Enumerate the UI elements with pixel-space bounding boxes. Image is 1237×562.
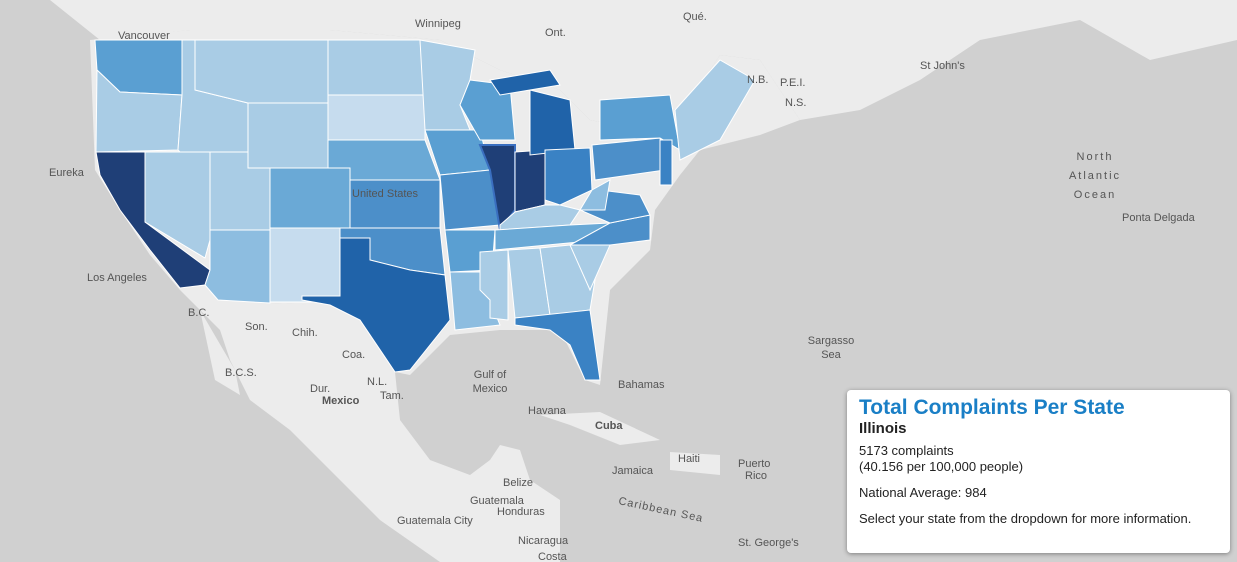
mexico-land xyxy=(180,290,560,562)
place-label: Son. xyxy=(245,321,268,333)
place-label: B.C.S. xyxy=(225,367,257,379)
panel-title: Total Complaints Per State xyxy=(859,396,1125,419)
place-label: Winnipeg xyxy=(415,18,461,30)
place-label: Honduras xyxy=(497,506,545,518)
state xyxy=(194,39,329,104)
place-label: N.S. xyxy=(785,97,806,109)
ocean-label: Atlantic xyxy=(1069,170,1121,182)
state xyxy=(204,229,271,304)
state xyxy=(269,167,351,229)
place-label: Los Angeles xyxy=(87,272,147,284)
state xyxy=(674,59,756,161)
place-label: Puerto xyxy=(738,458,770,470)
place-label: Ont. xyxy=(545,27,566,39)
state xyxy=(269,227,341,303)
place-label: Costa xyxy=(538,551,568,562)
hispaniola-land xyxy=(670,452,720,475)
place-label: Chih. xyxy=(292,327,318,339)
state xyxy=(514,149,546,213)
complaint-count: 5173 complaints xyxy=(859,443,954,458)
country-label: Cuba xyxy=(595,420,623,432)
ocean-label: North xyxy=(1077,151,1114,163)
place-label: Ponta Delgada xyxy=(1122,212,1196,224)
country-label: United States xyxy=(352,188,419,200)
place-label: Vancouver xyxy=(118,30,170,42)
state xyxy=(327,94,426,141)
sea-label: Sea xyxy=(821,349,841,361)
place-label: Nicaragua xyxy=(518,535,569,547)
sea-label: Mexico xyxy=(473,383,508,395)
national-average: National Average: 984 xyxy=(859,485,987,500)
sea-label: Sargasso xyxy=(808,335,854,347)
place-label: B.C. xyxy=(188,307,209,319)
state xyxy=(544,147,593,206)
place-label: St John's xyxy=(920,60,965,72)
state xyxy=(514,309,601,381)
place-label: N.L. xyxy=(367,376,387,388)
country-label: Mexico xyxy=(322,395,360,407)
place-label: Dur. xyxy=(310,383,330,395)
place-label: N.B. xyxy=(747,74,768,86)
state xyxy=(569,214,651,246)
sea-label: Caribbean Sea xyxy=(617,495,704,525)
state xyxy=(579,179,611,211)
sea-label: Gulf of xyxy=(474,369,507,381)
state xyxy=(659,139,673,186)
place-label: Havana xyxy=(528,405,567,417)
canada-land xyxy=(0,0,1237,130)
place-label: Tam. xyxy=(380,390,404,402)
place-label: Eureka xyxy=(49,167,85,179)
place-label: Jamaica xyxy=(612,465,654,477)
place-label: Haiti xyxy=(678,453,700,465)
state xyxy=(327,39,426,96)
place-label: Guatemala xyxy=(470,495,525,507)
state xyxy=(489,69,561,96)
place-label: St. George's xyxy=(738,537,799,549)
state xyxy=(247,102,329,169)
place-label: P.E.I. xyxy=(780,77,805,89)
baja-land xyxy=(200,310,240,395)
place-label: Bahamas xyxy=(618,379,665,391)
state xyxy=(529,89,576,156)
cuba-land xyxy=(540,412,660,445)
place-label: Coa. xyxy=(342,349,365,361)
place-label: Rico xyxy=(745,470,767,482)
per-capita: (40.156 per 100,000 people) xyxy=(859,459,1024,474)
state xyxy=(301,237,451,373)
states xyxy=(94,39,756,381)
ocean-label: Ocean xyxy=(1074,189,1116,201)
place-label: Qué. xyxy=(683,11,707,23)
selected-state: Illinois xyxy=(859,420,907,437)
place-label: Belize xyxy=(503,477,533,489)
instruction: Select your state from the dropdown for … xyxy=(859,511,1192,526)
info-panel: Total Complaints Per State Illinois 5173… xyxy=(847,390,1230,553)
place-label: Guatemala City xyxy=(397,515,473,527)
